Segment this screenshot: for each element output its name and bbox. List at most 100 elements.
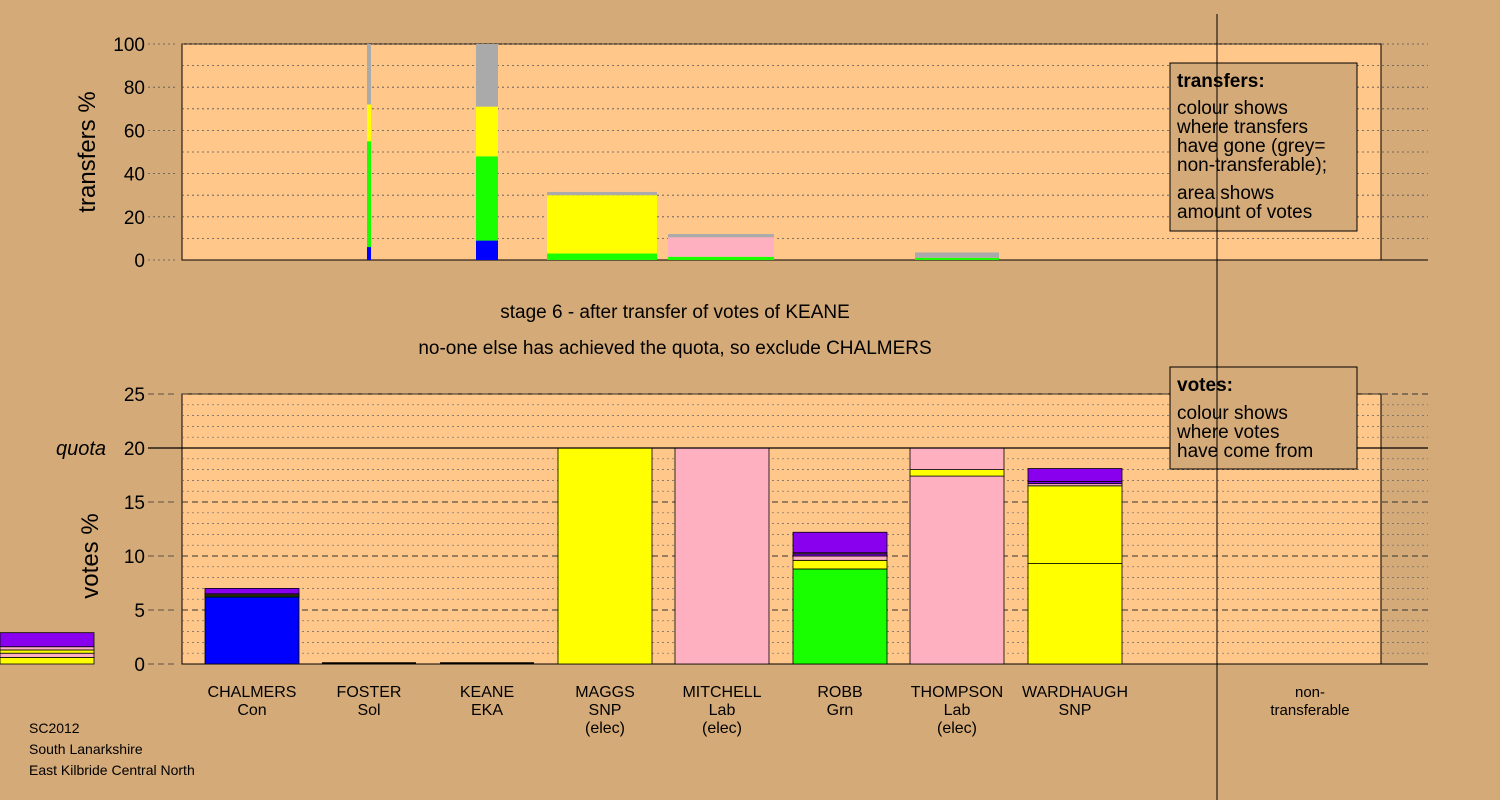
votes-y-tick-label: 0 <box>134 655 145 676</box>
transfers-y-axis-label: transfers % <box>74 91 101 212</box>
votes-y-tick-label: 20 <box>124 439 145 460</box>
candidate-label: transferable <box>1270 702 1349 719</box>
transfer-segment <box>915 252 999 258</box>
votes-y-tick-label: 10 <box>124 547 145 568</box>
votes-legend-line-3: have come from <box>1177 441 1313 462</box>
transfers-legend-line-2: where transfers <box>1176 117 1308 138</box>
candidate-label: (elec) <box>937 720 977 737</box>
transfer-segment <box>367 247 371 260</box>
vote-segment <box>1027 563 1123 665</box>
vote-segment <box>204 596 300 665</box>
transfer-segment <box>547 191 657 196</box>
votes-legend-line-1: colour shows <box>1177 403 1288 424</box>
transfer-segment <box>476 156 498 241</box>
candidate-label: (elec) <box>702 720 742 737</box>
quota-label: quota <box>56 438 106 460</box>
vote-segment <box>792 555 888 561</box>
transfers-legend-title: transfers: <box>1177 71 1265 92</box>
stage-title: stage 6 - after transfer of votes of KEA… <box>500 302 850 323</box>
vote-segment <box>909 447 1005 471</box>
transfers-legend-box <box>1169 62 1358 232</box>
candidate-label: MITCHELL <box>682 684 761 701</box>
vote-segment <box>557 447 653 665</box>
transfers-legend-line-1: colour shows <box>1177 98 1288 119</box>
transfers-legend-line-5: area shows <box>1177 183 1274 204</box>
footer: SC2012 South Lanarkshire East Kilbride C… <box>29 718 195 781</box>
transfer-segment <box>476 44 498 107</box>
candidate-label: SNP <box>1059 702 1092 719</box>
transfer-segment <box>668 256 774 260</box>
transfer-segment <box>476 240 498 260</box>
transfer-segment <box>547 195 657 254</box>
candidate-label: THOMPSON <box>911 684 1003 701</box>
vote-segment <box>0 657 95 665</box>
vote-segment <box>674 447 770 665</box>
transfers-panel: 0 20 40 60 80 100 transfers % transfers: colo… <box>74 35 1428 272</box>
vote-segment <box>792 559 888 570</box>
transfers-legend-line-3: have gone (grey= <box>1177 136 1325 157</box>
transfer-segment <box>367 104 371 142</box>
candidate-label: Lab <box>709 702 736 719</box>
votes-y-tick-label: 25 <box>124 385 145 406</box>
transfers-bars <box>367 44 999 260</box>
transfer-segment <box>367 141 371 248</box>
candidate-label: FOSTER <box>337 684 402 701</box>
vote-segment <box>1027 468 1123 482</box>
transfer-segment <box>915 257 999 260</box>
candidate-label: EKA <box>471 702 503 719</box>
candidate-label: CHALMERS <box>208 684 297 701</box>
votes-y-tick-label: 5 <box>134 601 145 622</box>
votes-bars <box>0 447 1123 665</box>
candidate-label: Grn <box>827 702 854 719</box>
transfers-y-tick-label: 80 <box>124 78 145 99</box>
candidate-label: Lab <box>944 702 971 719</box>
candidate-label: SNP <box>589 702 622 719</box>
votes-legend-box <box>1169 366 1358 470</box>
candidate-label: WARDHAUGH <box>1022 684 1128 701</box>
transfers-y-ticks: 0 20 40 60 80 100 <box>113 35 178 272</box>
transfers-y-tick-label: 0 <box>134 251 145 272</box>
candidate-label: Sol <box>357 702 380 719</box>
transfers-y-tick-label: 100 <box>113 35 145 56</box>
transfers-legend-line-4: non-transferable); <box>1177 155 1327 176</box>
vote-segment <box>909 475 1005 665</box>
candidate-label: Con <box>237 702 266 719</box>
stage-subtitle: no-one else has achieved the quota, so e… <box>418 338 931 359</box>
votes-y-ticks: 0 5 10 15 20 25 <box>124 385 178 676</box>
votes-legend-title: votes: <box>1177 375 1233 396</box>
vote-segment <box>0 646 95 651</box>
vote-segment <box>792 531 888 554</box>
candidate-label: MAGGS <box>575 684 635 701</box>
votes-y-axis-label: votes % <box>77 513 104 598</box>
transfer-segment <box>547 253 657 260</box>
transfers-legend: transfers: colour shows where transfers … <box>1169 62 1358 232</box>
footer-council: South Lanarkshire <box>29 741 143 757</box>
vote-segment <box>204 588 300 595</box>
candidate-label: ROBB <box>817 684 862 701</box>
vote-segment <box>1027 485 1123 564</box>
footer-ward: East Kilbride Central North <box>29 762 195 778</box>
transfers-y-tick-label: 20 <box>124 208 145 229</box>
vote-segment <box>0 652 95 658</box>
votes-y-tick-label: 15 <box>124 493 145 514</box>
candidate-labels: CHALMERSConFOSTERSolKEANEEKAMAGGSSNP(ele… <box>208 684 1350 737</box>
transfers-y-tick-label: 40 <box>124 165 145 186</box>
footer-election: SC2012 <box>29 720 80 736</box>
candidate-label: KEANE <box>460 684 514 701</box>
transfers-y-tick-label: 60 <box>124 121 145 142</box>
vote-segment <box>0 649 95 654</box>
vote-segment <box>0 632 95 648</box>
votes-legend: votes: colour shows where votes have com… <box>1169 366 1358 470</box>
vote-segment <box>909 469 1005 477</box>
votes-legend-line-2: where votes <box>1176 422 1279 443</box>
vote-segment <box>792 568 888 665</box>
transfer-segment <box>668 237 774 257</box>
transfer-segment <box>367 44 371 105</box>
candidate-label: non- <box>1295 684 1325 701</box>
transfers-grid <box>182 43 1428 261</box>
transfer-segment <box>476 106 498 157</box>
transfer-segment <box>668 234 774 238</box>
candidate-label: (elec) <box>585 720 625 737</box>
